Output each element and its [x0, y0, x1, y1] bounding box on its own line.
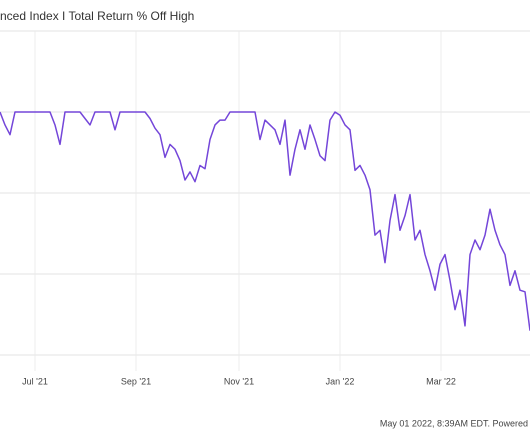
x-tick-label: Jan '22: [326, 376, 355, 386]
chart-title: nced Index I Total Return % Off High: [0, 9, 194, 23]
x-tick-label: Jul '21: [22, 376, 48, 386]
x-tick-label: Mar '22: [426, 376, 456, 386]
line: [0, 111, 530, 331]
x-tick-label: Sep '21: [121, 376, 151, 386]
footer: May 01 2022, 8:39AM EDT. Powered: [380, 418, 528, 428]
x-tick-label: Nov '21: [224, 376, 254, 386]
